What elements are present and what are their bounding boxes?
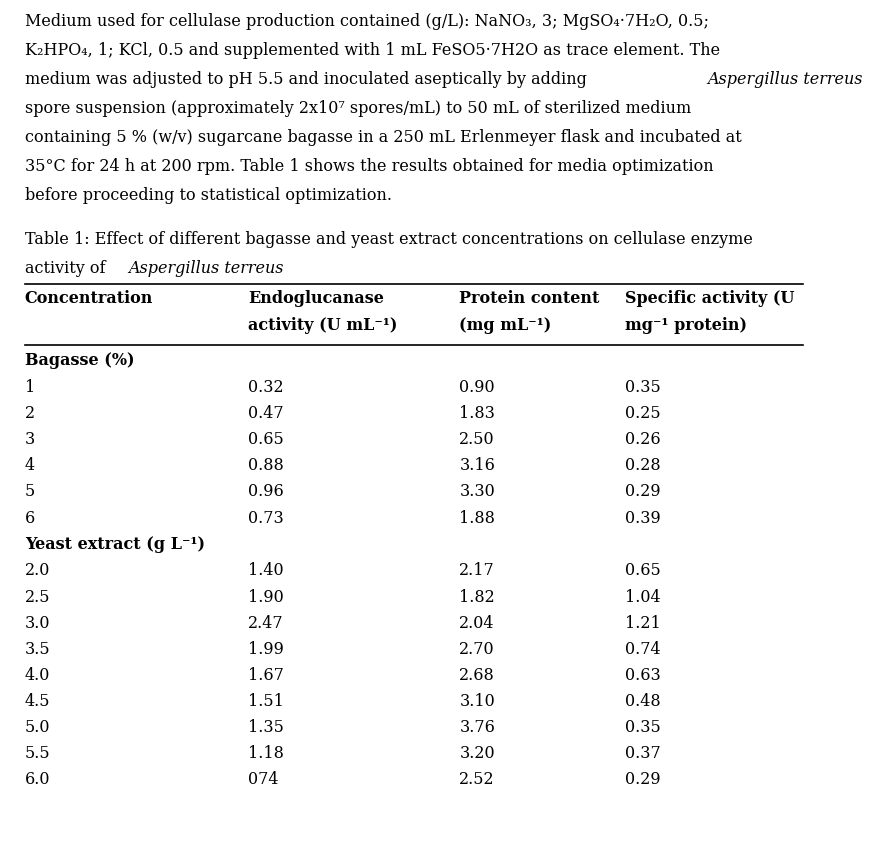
Text: 2.68: 2.68 (459, 666, 496, 683)
Text: 2.50: 2.50 (459, 430, 495, 447)
Text: 4.0: 4.0 (25, 666, 51, 683)
Text: 1.82: 1.82 (459, 587, 496, 605)
Text: 0.35: 0.35 (625, 718, 661, 735)
Text: Aspergillus terreus: Aspergillus terreus (128, 260, 283, 277)
Text: 3: 3 (25, 430, 36, 447)
Text: Table 1: Effect of different bagasse and yeast extract concentrations on cellula: Table 1: Effect of different bagasse and… (25, 230, 753, 248)
Text: 0.65: 0.65 (625, 562, 661, 579)
Text: 1.35: 1.35 (249, 718, 284, 735)
Text: 0.88: 0.88 (249, 457, 284, 473)
Text: 6.0: 6.0 (25, 771, 51, 787)
Text: 6: 6 (25, 509, 36, 526)
Text: 1.40: 1.40 (249, 562, 284, 579)
Text: 2.17: 2.17 (459, 562, 496, 579)
Text: 0.48: 0.48 (625, 692, 661, 709)
Text: 3.76: 3.76 (459, 718, 496, 735)
Text: Specific activity (U: Specific activity (U (625, 289, 795, 306)
Text: 2.04: 2.04 (459, 614, 495, 631)
Text: 3.5: 3.5 (25, 640, 51, 657)
Text: 3.20: 3.20 (459, 744, 495, 761)
Text: 3.0: 3.0 (25, 614, 51, 631)
Text: 1.67: 1.67 (249, 666, 284, 683)
Text: 5: 5 (25, 483, 36, 500)
Text: 3.30: 3.30 (459, 483, 496, 500)
Text: Concentration: Concentration (25, 289, 154, 306)
Text: 0.29: 0.29 (625, 771, 661, 787)
Text: 1.51: 1.51 (249, 692, 284, 709)
Text: 5.5: 5.5 (25, 744, 51, 761)
Text: (mg mL⁻¹): (mg mL⁻¹) (459, 316, 551, 333)
Text: 1.04: 1.04 (625, 587, 661, 605)
Text: 2: 2 (25, 404, 35, 421)
Text: Bagasse (%): Bagasse (%) (25, 352, 134, 369)
Text: 1.99: 1.99 (249, 640, 284, 657)
Text: Medium used for cellulase production contained (g/L): NaNO₃, 3; MgSO₄·7H₂O, 0.5;: Medium used for cellulase production con… (25, 14, 709, 30)
Text: 0.37: 0.37 (625, 744, 661, 761)
Text: 4.5: 4.5 (25, 692, 51, 709)
Text: 2.47: 2.47 (249, 614, 284, 631)
Text: mg⁻¹ protein): mg⁻¹ protein) (625, 316, 747, 333)
Text: 1.21: 1.21 (625, 614, 661, 631)
Text: 0.63: 0.63 (625, 666, 661, 683)
Text: K₂HPO₄, 1; KCl, 0.5 and supplemented with 1 mL FeSO5·7H2O as trace element. The: K₂HPO₄, 1; KCl, 0.5 and supplemented wit… (25, 42, 720, 59)
Text: 074: 074 (249, 771, 279, 787)
Text: 0.90: 0.90 (459, 378, 495, 395)
Text: 0.25: 0.25 (625, 404, 661, 421)
Text: 0.65: 0.65 (249, 430, 284, 447)
Text: 2.0: 2.0 (25, 562, 51, 579)
Text: 3.10: 3.10 (459, 692, 496, 709)
Text: Endoglucanase: Endoglucanase (249, 289, 385, 306)
Text: 0.74: 0.74 (625, 640, 661, 657)
Text: 2.5: 2.5 (25, 587, 51, 605)
Text: 2.52: 2.52 (459, 771, 495, 787)
Text: 0.47: 0.47 (249, 404, 284, 421)
Text: 0.32: 0.32 (249, 378, 284, 395)
Text: spore suspension (approximately 2x10⁷ spores/mL) to 50 mL of sterilized medium: spore suspension (approximately 2x10⁷ sp… (25, 100, 691, 117)
Text: 1.90: 1.90 (249, 587, 284, 605)
Text: 3.16: 3.16 (459, 457, 496, 473)
Text: Protein content: Protein content (459, 289, 599, 306)
Text: 1: 1 (25, 378, 36, 395)
Text: medium was adjusted to pH 5.5 and inoculated aseptically by adding: medium was adjusted to pH 5.5 and inocul… (25, 71, 591, 88)
Text: 4: 4 (25, 457, 35, 473)
Text: 35°C for 24 h at 200 rpm. Table 1 shows the results obtained for media optimizat: 35°C for 24 h at 200 rpm. Table 1 shows … (25, 158, 713, 176)
Text: 0.29: 0.29 (625, 483, 661, 500)
Text: 0.28: 0.28 (625, 457, 661, 473)
Text: containing 5 % (w/v) sugarcane bagasse in a 250 mL Erlenmeyer flask and incubate: containing 5 % (w/v) sugarcane bagasse i… (25, 129, 741, 146)
Text: 0.35: 0.35 (625, 378, 661, 395)
Text: 0.73: 0.73 (249, 509, 284, 526)
Text: Aspergillus terreus: Aspergillus terreus (707, 71, 862, 88)
Text: 0.39: 0.39 (625, 509, 661, 526)
Text: 2.70: 2.70 (459, 640, 495, 657)
Text: 1.88: 1.88 (459, 509, 496, 526)
Text: activity (U mL⁻¹): activity (U mL⁻¹) (249, 316, 398, 333)
Text: activity of: activity of (25, 260, 110, 277)
Text: 5.0: 5.0 (25, 718, 51, 735)
Text: Yeast extract (g L⁻¹): Yeast extract (g L⁻¹) (25, 535, 205, 552)
Text: before proceeding to statistical optimization.: before proceeding to statistical optimiz… (25, 187, 392, 204)
Text: 0.96: 0.96 (249, 483, 284, 500)
Text: 1.83: 1.83 (459, 404, 496, 421)
Text: 0.26: 0.26 (625, 430, 661, 447)
Text: 1.18: 1.18 (249, 744, 284, 761)
